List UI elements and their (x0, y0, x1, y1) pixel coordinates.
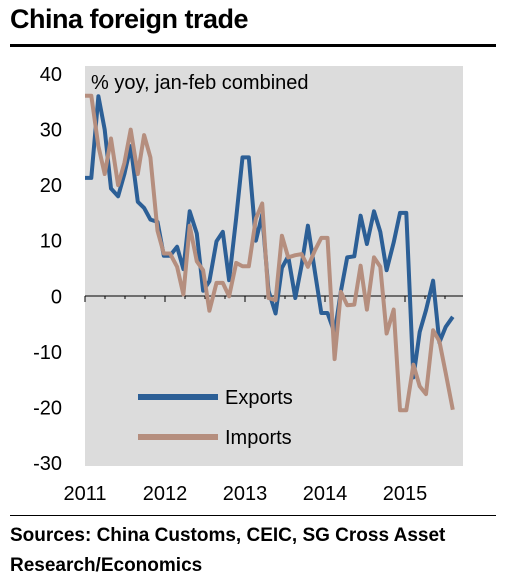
y-tick-label: 0 (51, 286, 62, 308)
y-tick-label: 30 (40, 120, 62, 142)
chart-title: China foreign trade (10, 4, 249, 34)
source-divider (10, 515, 496, 516)
y-tick-label: -10 (33, 342, 62, 364)
axis-note: % yoy, jan-feb combined (91, 72, 309, 94)
x-tick-label: 2012 (143, 483, 188, 505)
source-note: Sources: China Customs, CEIC, SG Cross A… (10, 525, 446, 576)
y-tick-label: -20 (33, 397, 62, 419)
y-axis-ticks: 40 30 20 10 0 -10 -20 -30 (33, 64, 62, 475)
series-layer (85, 93, 455, 413)
x-tick-label: 2011 (63, 483, 106, 505)
y-tick-label: 10 (40, 231, 62, 253)
y-tick-label: -30 (33, 453, 62, 475)
x-tick-label: 2014 (303, 483, 348, 505)
x-tick-label: 2013 (223, 483, 268, 505)
title-divider (10, 44, 496, 47)
y-tick-label: 20 (40, 175, 62, 197)
y-tick-label: 40 (40, 64, 62, 86)
series-line-imports (85, 93, 455, 413)
series-line-exports (85, 94, 455, 380)
x-axis-ticks: 2011 2012 2013 2014 2015 (63, 296, 446, 505)
legend-label-imports: Imports (225, 427, 292, 449)
legend-label-exports: Exports (225, 387, 293, 409)
x-tick-label: 2015 (383, 483, 428, 505)
legend: Exports Imports (138, 387, 293, 449)
